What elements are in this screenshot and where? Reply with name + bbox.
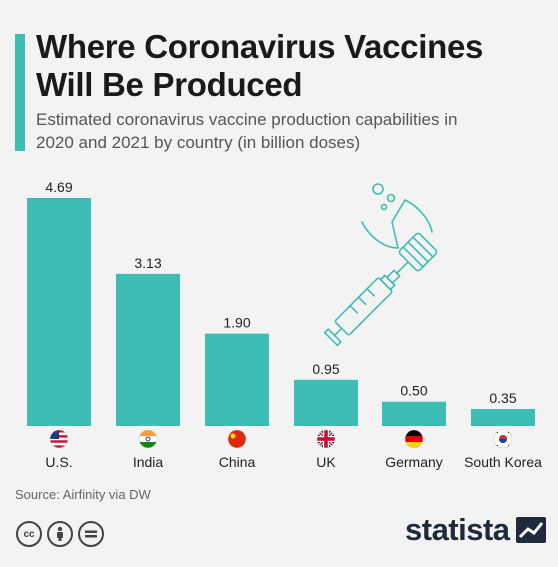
data-label: 0.35 <box>489 390 516 406</box>
category-label: UK <box>316 454 336 470</box>
bar-uk <box>294 379 358 426</box>
bar-india <box>116 273 180 426</box>
category-label: Germany <box>385 454 443 470</box>
bar-china <box>205 333 269 426</box>
by-icon[interactable] <box>47 521 73 547</box>
category-label: India <box>133 454 164 470</box>
nd-icon[interactable] <box>78 521 104 547</box>
category-label: China <box>219 454 256 470</box>
bar-germany <box>382 401 446 426</box>
bar-south-korea <box>471 408 535 426</box>
subtitle-line-1: Estimated coronavirus vaccine production… <box>36 110 458 129</box>
subtitle: Estimated coronavirus vaccine production… <box>36 108 546 154</box>
accent-bar <box>15 34 25 151</box>
category-label: South Korea <box>464 454 542 470</box>
us-flag-icon <box>49 429 69 449</box>
cc-icon[interactable]: cc <box>16 521 42 547</box>
bar-u-s <box>27 198 91 426</box>
statista-logo[interactable]: statista <box>405 512 546 548</box>
india-flag-icon <box>138 429 158 449</box>
page-title: Where Coronavirus Vaccines Will Be Produ… <box>36 28 546 104</box>
syringe-illustration <box>323 183 438 347</box>
china-flag-icon <box>227 429 247 449</box>
title-line-2: Will Be Produced <box>36 66 303 103</box>
germany-flag-icon <box>404 429 424 449</box>
south-korea-flag-icon <box>493 429 513 449</box>
brand-name: statista <box>405 512 510 547</box>
license-icons: cc <box>16 521 104 547</box>
data-label: 0.50 <box>400 383 427 399</box>
data-label: 0.95 <box>312 361 339 377</box>
category-label: U.S. <box>45 454 72 470</box>
data-label: 4.69 <box>45 179 72 195</box>
subtitle-line-2: 2020 and 2021 by country (in billion dos… <box>36 133 361 152</box>
title-line-1: Where Coronavirus Vaccines <box>36 28 484 65</box>
data-label: 3.13 <box>134 255 161 271</box>
uk-flag-icon <box>316 429 336 449</box>
data-label: 1.90 <box>223 315 250 331</box>
statista-mark-icon <box>515 517 546 543</box>
source-note: Source: Airfinity via DW <box>15 487 151 502</box>
bar-chart: 4.69 U.S. 3.13 India 1.90 China 0.95 UK 0.50 Germ… <box>27 179 542 470</box>
